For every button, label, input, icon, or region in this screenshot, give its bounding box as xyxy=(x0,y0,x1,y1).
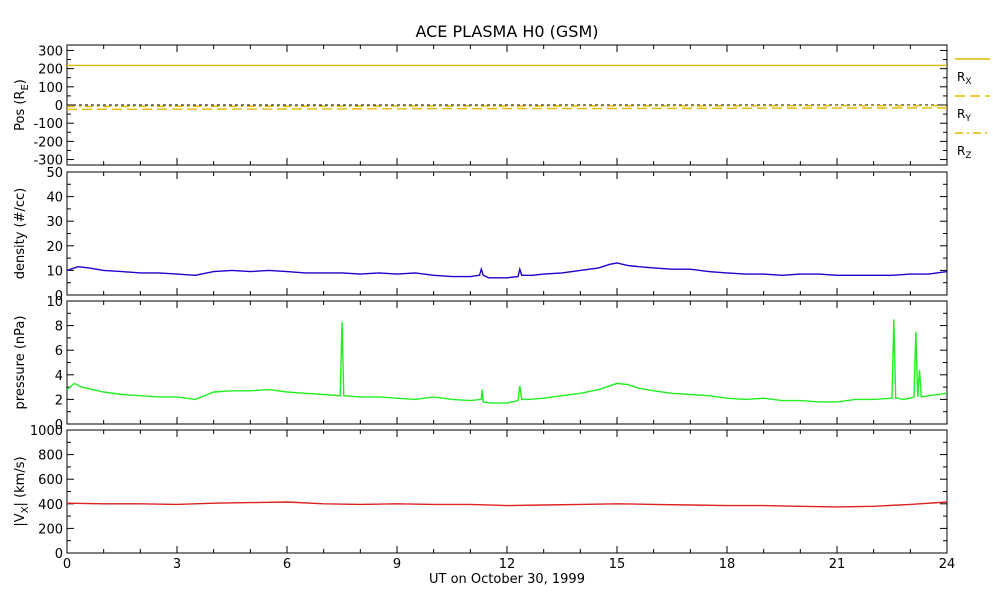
y-tick-label: 200 xyxy=(38,63,63,78)
y-tick-label: -200 xyxy=(33,135,63,150)
x-tick-label: 15 xyxy=(609,557,626,572)
panel-frame-density xyxy=(66,171,948,296)
y-tick-label: 0 xyxy=(55,418,63,433)
x-tick-label: 21 xyxy=(829,557,846,572)
y-tick-label: 400 xyxy=(38,498,63,513)
panel-pressure: 10 8 6 4 2 0 pressure (nPa) xyxy=(13,295,948,433)
panel-frame-vx xyxy=(66,429,948,554)
y-tick-label: 200 xyxy=(38,522,63,537)
y-tick-label: 4 xyxy=(55,369,63,384)
y-tick-label: -100 xyxy=(33,117,63,132)
panel-pos: 300 200 100 0 -100 -200 -300 Pos (RE) RX RY RZ xyxy=(13,44,990,169)
series-line-pos-1 xyxy=(66,107,948,111)
y-tick-label: 40 xyxy=(46,191,63,206)
y-axis-label-density: density (#/cc) xyxy=(13,188,28,280)
y-tick-label: 600 xyxy=(38,473,63,488)
x-tick-label: 6 xyxy=(283,557,291,572)
y-tick-label: 50 xyxy=(46,166,63,181)
y-tick-label: 0 xyxy=(55,547,63,562)
x-tick-label: 9 xyxy=(393,557,401,572)
series-line-pressure-0 xyxy=(66,319,948,404)
series-line-pos-2 xyxy=(66,104,947,108)
x-axis-label: UT on October 30, 1999 xyxy=(429,572,585,587)
y-axis-label-pos: Pos (RE) xyxy=(13,79,31,131)
y-tick-label: 0 xyxy=(55,99,63,114)
legend-label-x: RX xyxy=(957,70,972,87)
x-tick-label: 18 xyxy=(719,557,736,572)
y-axis-label-vx: |VX| (km/s) xyxy=(13,456,31,526)
y-tick-label: 0 xyxy=(55,289,63,304)
x-tick-label: 3 xyxy=(173,557,181,572)
y-tick-label: 100 xyxy=(38,81,63,96)
y-tick-label: 10 xyxy=(46,295,63,310)
legend-label-z: RZ xyxy=(957,144,972,161)
y-tick-label: 8 xyxy=(55,320,63,335)
series-line-vx-0 xyxy=(66,501,948,508)
series-line-density-0 xyxy=(66,262,948,279)
y-tick-label: 800 xyxy=(38,449,63,464)
legend-label-y: RY xyxy=(957,107,971,124)
y-axis-label-pressure: pressure (nPa) xyxy=(13,316,28,410)
y-tick-label: 30 xyxy=(46,215,63,230)
y-tick-label: 300 xyxy=(38,44,63,59)
x-tick-label: 12 xyxy=(499,557,516,572)
x-tick-label: 24 xyxy=(939,557,956,572)
y-tick-label: 1000 xyxy=(30,424,63,439)
panel-frame-pressure xyxy=(66,300,948,425)
y-tick-label: 2 xyxy=(55,393,63,408)
y-tick-label: 20 xyxy=(46,240,63,255)
x-tick-label: 0 xyxy=(63,557,71,572)
y-tick-label: 10 xyxy=(46,264,63,279)
y-tick-label: -300 xyxy=(33,154,63,169)
panel-density: 50 40 30 20 10 0 density (#/cc) xyxy=(13,166,948,304)
panel-vx: 1000 800 600 400 200 0 |VX| (km/s) xyxy=(13,424,948,562)
y-tick-label: 6 xyxy=(55,344,63,359)
chart-title: ACE PLASMA H0 (GSM) xyxy=(415,22,598,41)
